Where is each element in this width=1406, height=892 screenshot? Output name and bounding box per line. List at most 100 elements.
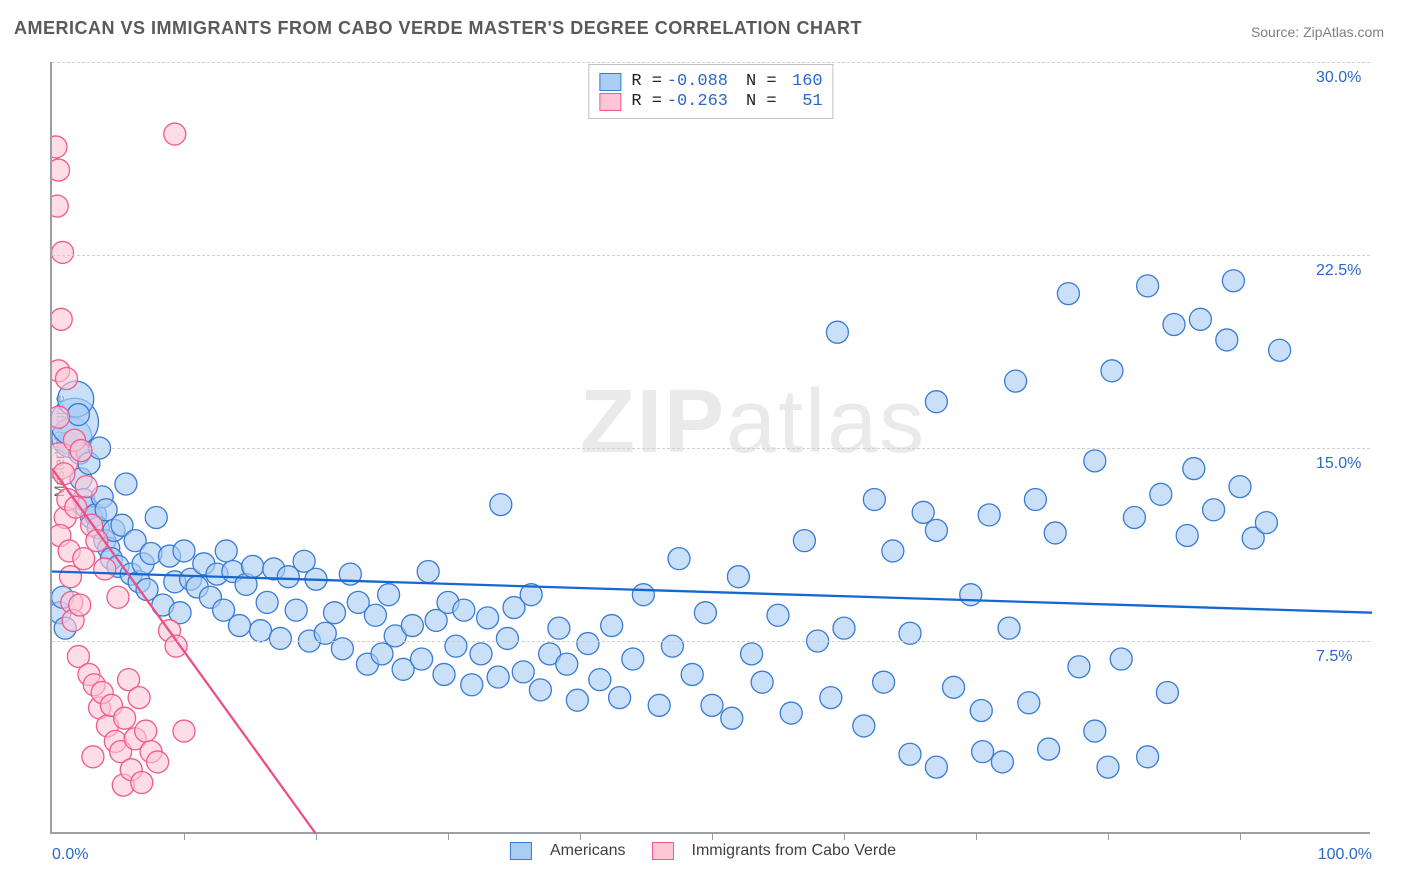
scatter-point [681,663,703,685]
scatter-point [1150,483,1172,505]
scatter-point [622,648,644,670]
scatter-point [609,687,631,709]
scatter-point [820,687,842,709]
scatter-point [998,617,1020,639]
scatter-point [972,741,994,763]
scatter-point [1068,656,1090,678]
scatter-point [833,617,855,639]
scatter-point [1038,738,1060,760]
scatter-point [114,707,136,729]
legend-item: Immigrants from Cabo Verde [652,842,897,860]
y-tick-label: 15.0% [1316,455,1361,473]
scatter-point [94,558,116,580]
scatter-point [668,548,690,570]
scatter-point [943,676,965,698]
scatter-point [960,584,982,606]
bottom-legend: Americans Immigrants from Cabo Verde [510,842,896,860]
scatter-point [751,671,773,693]
scatter-point [1255,512,1277,534]
trend-line [52,469,316,834]
scatter-point [364,604,386,626]
scatter-point [1084,450,1106,472]
scatter-point [648,694,670,716]
scatter-point [1005,370,1027,392]
scatter-point [69,594,91,616]
stats-row: R =-0.088N =160 [599,72,822,91]
legend-item: Americans [510,842,626,860]
scatter-point [269,627,291,649]
scatter-point [925,391,947,413]
y-tick-label: 7.5% [1316,648,1352,666]
scatter-point [1123,506,1145,528]
chart-title: AMERICAN VS IMMIGRANTS FROM CABO VERDE M… [14,18,862,39]
legend-swatch [652,842,674,860]
stats-row: R =-0.263N =51 [599,92,822,111]
scatter-point [147,751,169,773]
scatter-point [445,635,467,657]
scatter-point [52,406,70,428]
scatter-point [1101,360,1123,382]
scatter-point [1163,313,1185,335]
scatter-point [991,751,1013,773]
scatter-point [1222,270,1244,292]
scatter-point [793,530,815,552]
scatter-point [67,404,89,426]
scatter-point [73,548,95,570]
scatter-point [242,555,264,577]
scatter-point [371,643,393,665]
scatter-point [65,496,87,518]
scatter-point [453,599,475,621]
scatter-point [780,702,802,724]
scatter-point [131,772,153,794]
x-tick-label: 100.0% [1318,846,1372,864]
plot-area: ZIPatlas R =-0.088N =160R =-0.263N =51 7… [50,62,1370,834]
scatter-point [52,195,68,217]
scatter-point [899,743,921,765]
scatter-point [1097,756,1119,778]
scatter-point [433,663,455,685]
scatter-point [52,241,74,263]
scatter-point [589,669,611,691]
scatter-point [1018,692,1040,714]
scatter-point [925,756,947,778]
scatter-point [767,604,789,626]
legend-swatch [599,93,621,111]
scatter-point [694,602,716,624]
scatter-point [128,687,150,709]
scatter-point [82,746,104,768]
scatter-point [721,707,743,729]
scatter-point [1110,648,1132,670]
scatter-point [490,494,512,516]
scatter-point [1229,476,1251,498]
scatter-point [661,635,683,657]
scatter-point [1137,275,1159,297]
y-tick-label: 30.0% [1316,69,1361,87]
legend-label: Immigrants from Cabo Verde [692,842,897,860]
legend-label: Americans [550,842,626,860]
scatter-point [882,540,904,562]
scatter-point [401,615,423,637]
scatter-point [512,661,534,683]
scatter-point [556,653,578,675]
scatter-point [1203,499,1225,521]
scatter-point [727,566,749,588]
scatter-point [601,615,623,637]
scatter-point [577,633,599,655]
scatter-point [164,123,186,145]
scatter-point [741,643,763,665]
scatter-point [1176,524,1198,546]
x-tick-label: 0.0% [52,846,88,864]
scatter-point [863,488,885,510]
scatter-point [1137,746,1159,768]
scatter-point [173,720,195,742]
scatter-point [487,666,509,688]
scatter-point [411,648,433,670]
scatter-point [853,715,875,737]
scatter-point [1024,488,1046,510]
scatter-point [1156,681,1178,703]
scatter-point [529,679,551,701]
scatter-point [378,584,400,606]
scatter-point [1084,720,1106,742]
scatter-point [826,321,848,343]
scatter-point [925,519,947,541]
